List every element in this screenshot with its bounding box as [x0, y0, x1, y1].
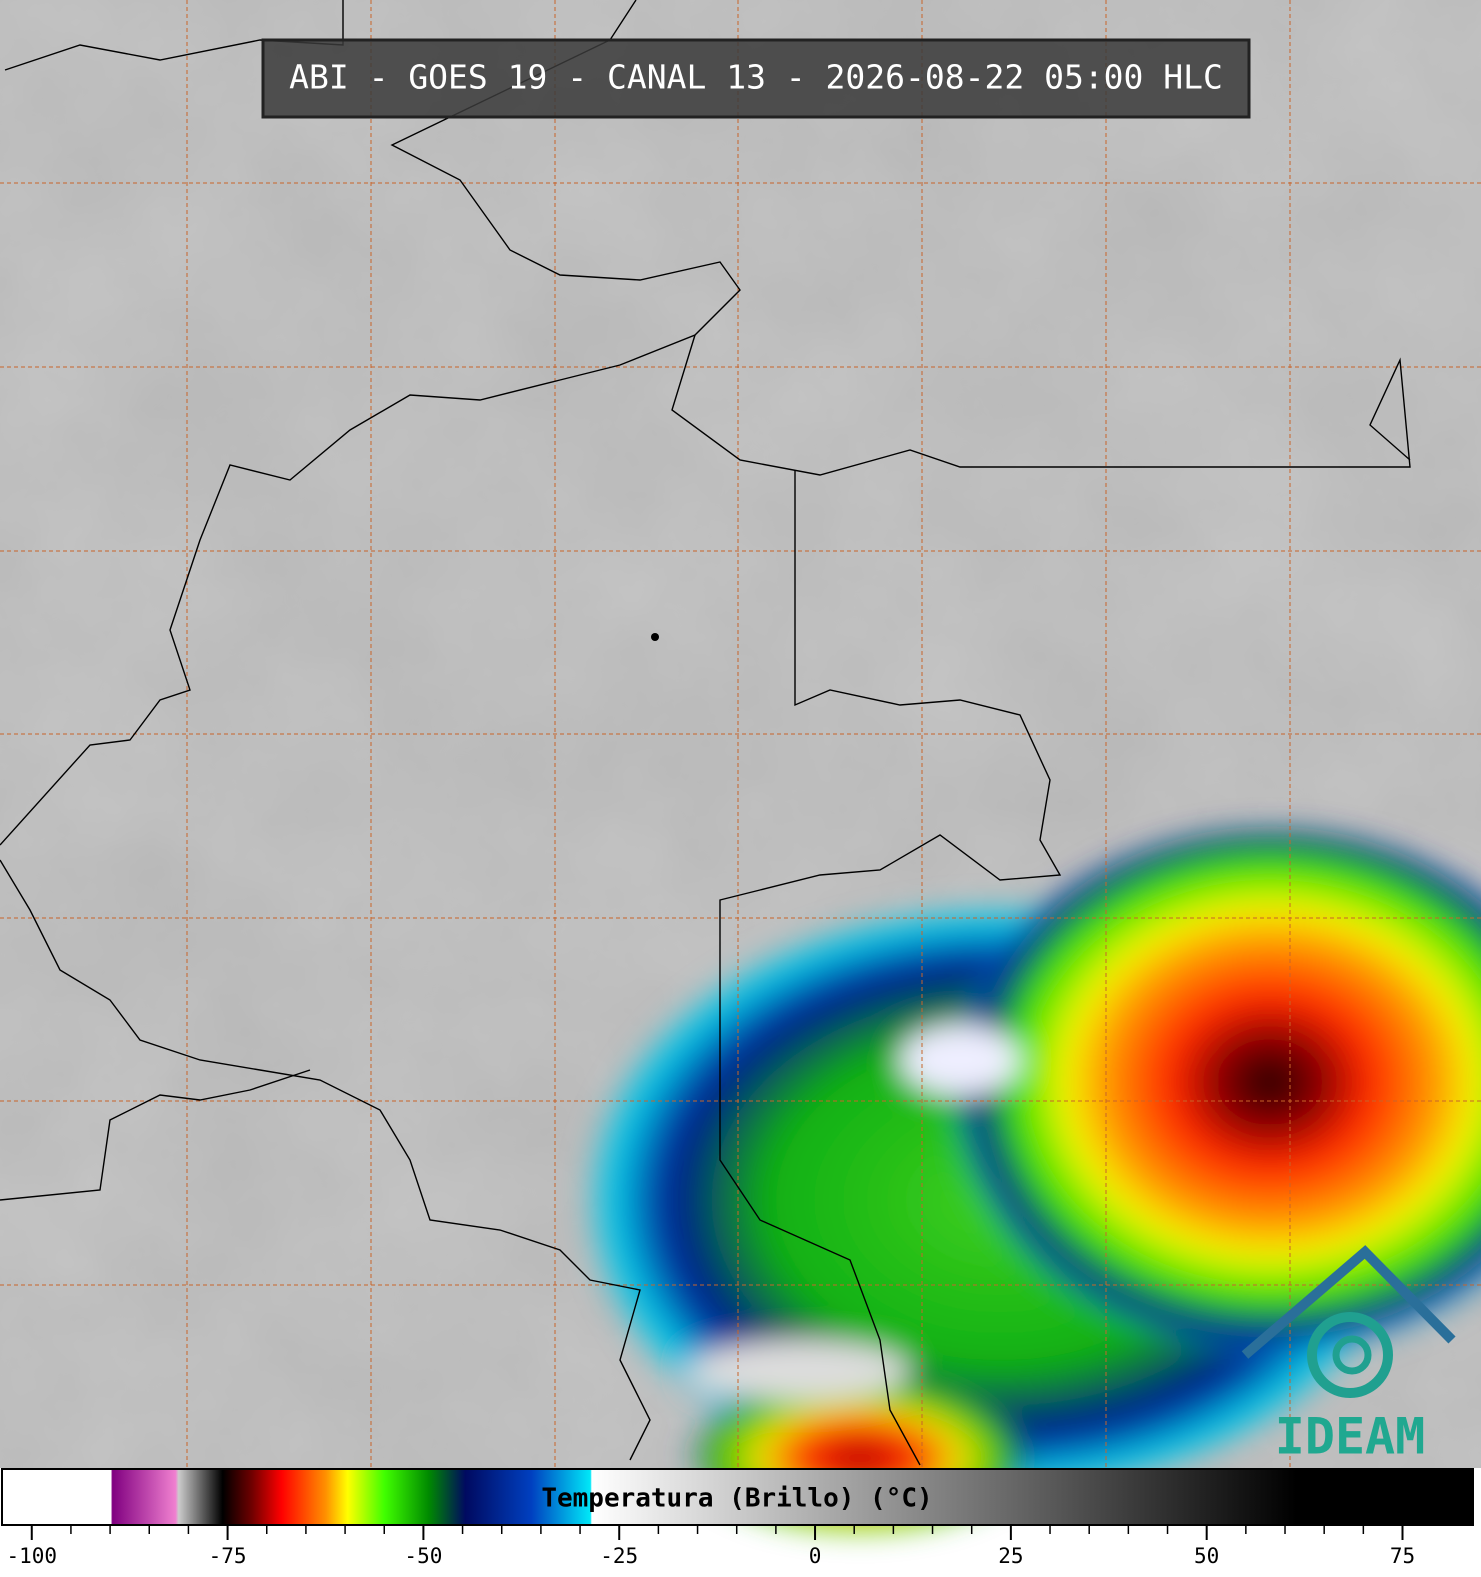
- tick-label: 25: [998, 1544, 1023, 1568]
- colorbar: [1, 1468, 1474, 1526]
- colorbar-axis: -100 -75 -50 -25 0 25 50 75: [6, 1526, 1415, 1568]
- logo-text: IDEAM: [1275, 1408, 1426, 1466]
- city-marker: [651, 633, 659, 641]
- tick-label: -100: [6, 1544, 57, 1568]
- logo: IDEAM: [1241, 1245, 1456, 1466]
- tick-label: -75: [209, 1544, 247, 1568]
- tick-label: 75: [1390, 1544, 1415, 1568]
- tick-label: 0: [809, 1544, 822, 1568]
- imagery: [0, 0, 1481, 1530]
- tick-label: 50: [1194, 1544, 1219, 1568]
- borders: [0, 0, 1411, 1466]
- tick-label: -25: [600, 1544, 638, 1568]
- graticule: [0, 0, 1481, 1468]
- tick-label: -50: [404, 1544, 442, 1568]
- colorbar-label: Temperatura (Brillo) (°C): [541, 1484, 932, 1514]
- title: ABI - GOES 19 - CANAL 13 - 2026-08-22 05…: [289, 58, 1223, 97]
- title-box: [261, 38, 1251, 119]
